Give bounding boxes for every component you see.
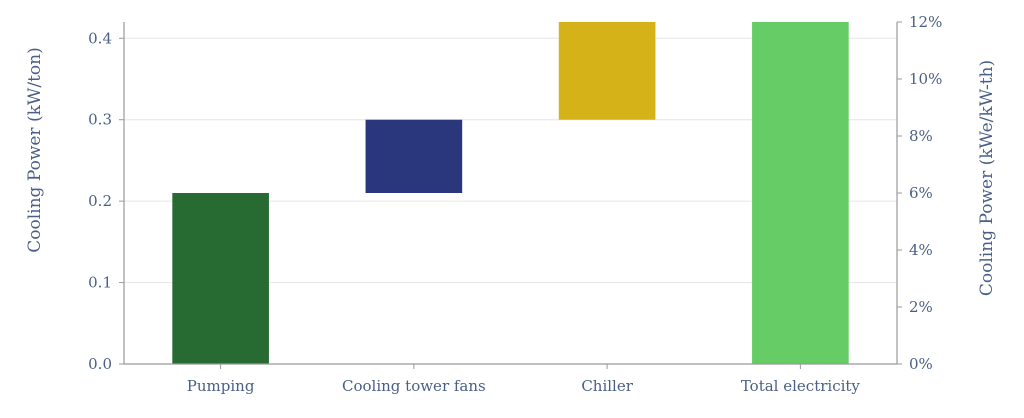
left-tick-label: 0.4 <box>88 29 112 47</box>
bar-chiller <box>558 22 656 120</box>
bar-total-electricity <box>752 22 849 364</box>
left-tick-label: 0.0 <box>88 355 112 373</box>
left-ticks: 0.0 0.1 0.2 0.3 0.4 <box>88 29 124 373</box>
category-label: Chiller <box>581 377 633 395</box>
right-tick-label: 10% <box>909 70 942 88</box>
bar-pumping <box>172 193 269 364</box>
right-tick-label: 2% <box>909 298 933 316</box>
right-ticks: 0% 2% 4% 6% 8% 10% 12% <box>897 13 942 373</box>
category-label: Total electricity <box>741 377 861 395</box>
bar-cooling-tower-fans <box>365 119 463 193</box>
bars <box>172 22 849 364</box>
left-tick-label: 0.2 <box>88 192 112 210</box>
category-label: Cooling tower fans <box>342 377 486 395</box>
left-tick-label: 0.1 <box>88 274 112 292</box>
right-tick-label: 8% <box>909 127 933 145</box>
category-labels: Pumping Cooling tower fans Chiller Total el… <box>187 364 861 395</box>
left-tick-label: 0.3 <box>88 111 112 129</box>
left-axis-title: Cooling Power (kW/ton) <box>25 47 45 253</box>
category-label: Pumping <box>187 377 255 395</box>
right-tick-label: 6% <box>909 184 933 202</box>
right-tick-label: 4% <box>909 241 933 259</box>
right-axis-title: Cooling Power (kWe/kW-th) <box>977 60 997 296</box>
right-tick-label: 12% <box>909 13 942 31</box>
right-tick-label: 0% <box>909 355 933 373</box>
